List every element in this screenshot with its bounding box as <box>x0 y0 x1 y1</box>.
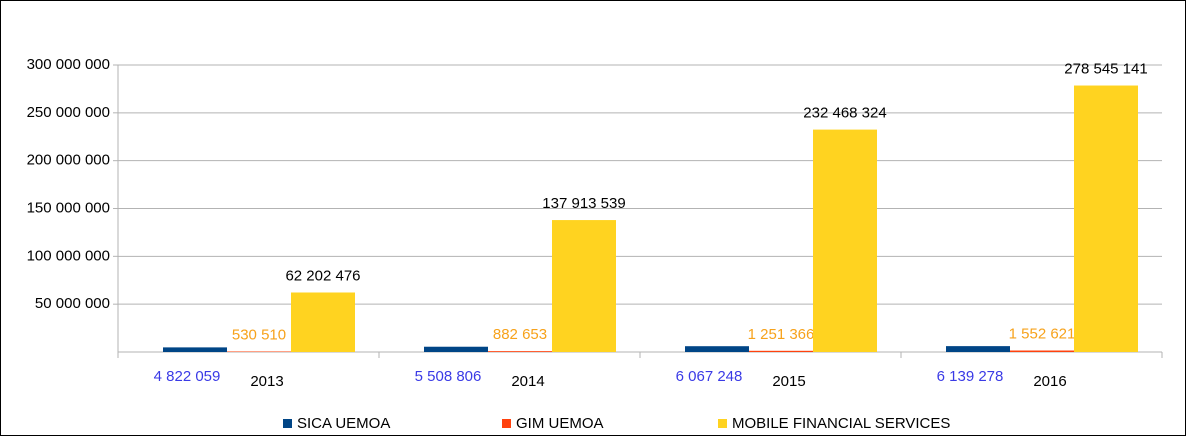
data-label: 4 822 059 <box>154 368 221 385</box>
x-tick-label: 2014 <box>511 373 544 390</box>
data-label: 5 508 806 <box>415 368 482 385</box>
y-tick-label: 50 000 000 <box>35 295 110 312</box>
legend-label: MOBILE FINANCIAL SERVICES <box>732 415 950 432</box>
data-label: 137 913 539 <box>542 195 625 212</box>
y-tick-label: 100 000 000 <box>27 247 110 264</box>
legend-swatch <box>502 419 511 428</box>
data-label: 1 251 366 <box>748 326 815 343</box>
data-label: 278 545 141 <box>1064 60 1147 77</box>
y-tick-label: 200 000 000 <box>27 152 110 169</box>
x-tick-label: 2015 <box>772 373 805 390</box>
data-label: 6 139 278 <box>937 368 1004 385</box>
x-tick-label: 2016 <box>1033 373 1066 390</box>
bar <box>488 351 552 352</box>
bar <box>424 346 488 352</box>
legend-label: GIM UEMOA <box>516 415 604 432</box>
bar <box>163 347 227 352</box>
bar <box>1074 85 1138 352</box>
y-tick-label: 250 000 000 <box>27 104 110 121</box>
y-tick-label: 300 000 000 <box>27 56 110 73</box>
data-label: 62 202 476 <box>285 267 360 284</box>
bar <box>552 220 616 352</box>
bar <box>685 346 749 352</box>
data-label: 232 468 324 <box>803 105 886 122</box>
data-label: 6 067 248 <box>676 368 743 385</box>
bar <box>813 129 877 352</box>
bar <box>946 346 1010 352</box>
data-label: 1 552 621 <box>1009 325 1076 342</box>
bar <box>749 350 813 352</box>
legend-swatch <box>718 419 727 428</box>
legend-swatch <box>283 419 292 428</box>
bar <box>1010 350 1074 352</box>
legend-label: SICA UEMOA <box>297 415 390 432</box>
bar <box>227 351 291 352</box>
bar <box>291 292 355 352</box>
y-tick-label: 150 000 000 <box>27 199 110 216</box>
data-label: 530 510 <box>232 326 286 343</box>
x-tick-label: 2013 <box>250 373 283 390</box>
data-label: 882 653 <box>493 326 547 343</box>
